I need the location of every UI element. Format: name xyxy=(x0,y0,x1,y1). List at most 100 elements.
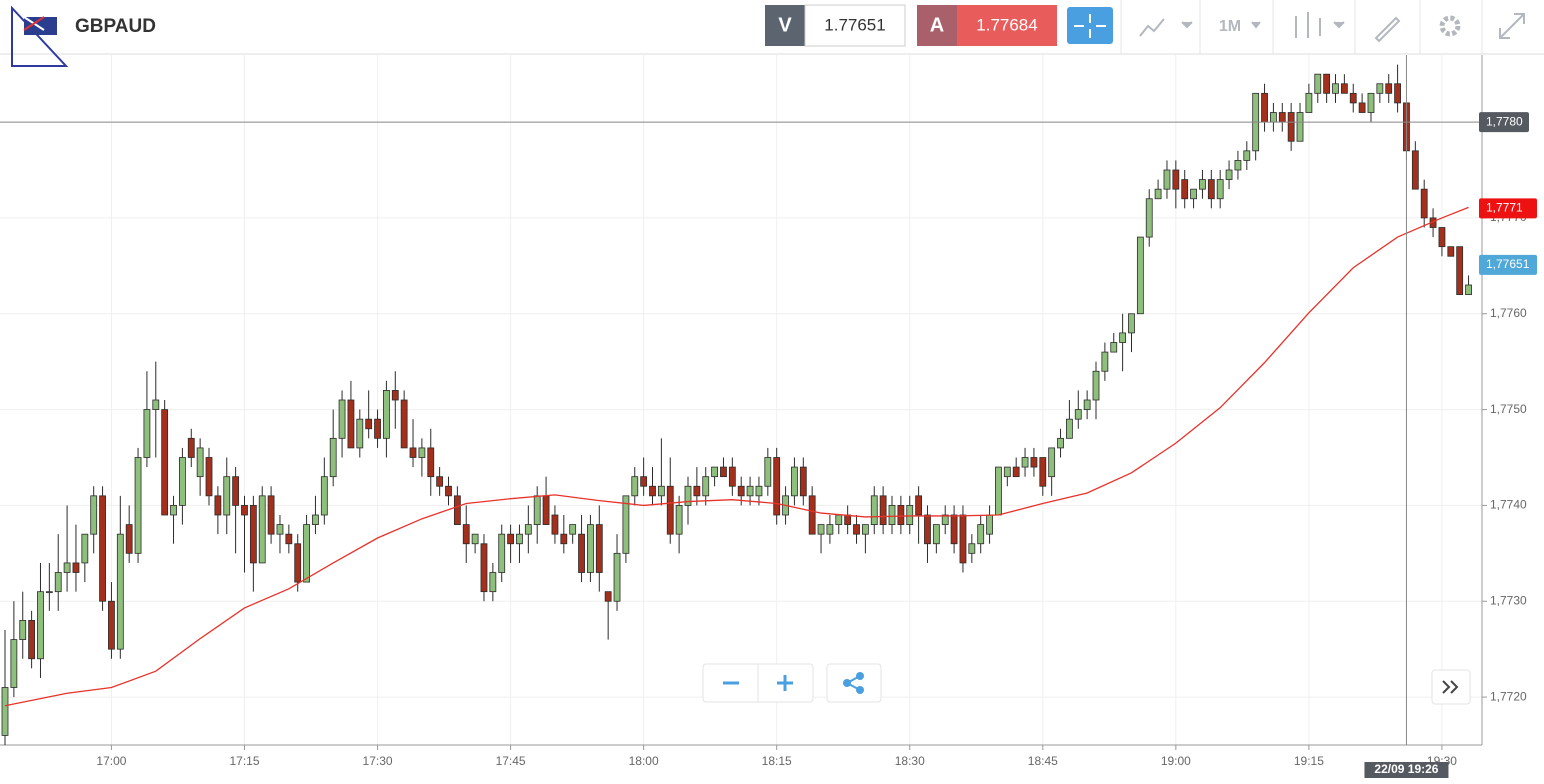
candle-body xyxy=(1,687,9,736)
candle-body xyxy=(728,466,736,487)
settings-icon[interactable] xyxy=(1439,15,1461,37)
x-tick-label: 19:00 xyxy=(1161,754,1191,768)
fullscreen-icon[interactable] xyxy=(1499,13,1525,39)
candle-body xyxy=(143,409,151,458)
candle-body xyxy=(941,514,949,525)
candle-body xyxy=(471,533,479,545)
candle-body xyxy=(258,495,266,564)
candle-body xyxy=(1278,112,1286,123)
candle-body xyxy=(383,390,390,439)
bid-price[interactable]: 1.77651 xyxy=(824,15,885,34)
dropdown-arrow[interactable] xyxy=(1333,21,1345,29)
candle-body xyxy=(1287,112,1295,142)
candle-body xyxy=(560,533,568,545)
zoom-in[interactable] xyxy=(777,675,793,691)
candle-body xyxy=(63,562,71,573)
candle-body xyxy=(870,495,878,525)
plot-area: 1,77201,77301,77401,77501,77601,77701,77… xyxy=(0,55,1537,778)
candle-body xyxy=(764,457,772,487)
candle-body xyxy=(666,485,674,535)
candle-body xyxy=(1394,83,1401,104)
ask-box[interactable] xyxy=(957,5,1057,46)
candle-body xyxy=(569,524,577,535)
candle-body xyxy=(205,457,213,497)
flag-stripe xyxy=(23,16,45,31)
candle-body xyxy=(1323,73,1331,94)
candle-body xyxy=(1447,246,1455,257)
candle-body xyxy=(604,591,612,602)
candle-body xyxy=(542,495,550,525)
candle-body xyxy=(196,447,204,478)
candle-body xyxy=(1270,112,1277,123)
candle-body xyxy=(1039,457,1047,487)
candle-body xyxy=(1128,313,1135,334)
candle-body xyxy=(1411,150,1419,190)
candle-body xyxy=(232,476,240,506)
ask-tag[interactable]: A xyxy=(930,14,944,36)
dropdown-arrow[interactable] xyxy=(1251,21,1261,29)
candle-body xyxy=(329,437,337,478)
x-tick-label: 17:15 xyxy=(229,754,259,768)
candle-body xyxy=(737,485,745,497)
candle-body xyxy=(1420,188,1428,219)
candle-body xyxy=(817,524,825,535)
candle-body xyxy=(1199,179,1206,190)
bid-tag[interactable]: V xyxy=(778,14,792,36)
candle-body xyxy=(622,495,630,554)
candle-body xyxy=(320,476,328,516)
candle-body xyxy=(551,514,559,535)
ask-price[interactable]: 1.77684 xyxy=(976,15,1037,34)
candle-body xyxy=(879,495,887,525)
candle-body xyxy=(72,562,80,573)
dropdown-arrow[interactable] xyxy=(1181,21,1193,29)
crosshair-x-box xyxy=(1364,762,1449,778)
candle-body xyxy=(755,485,763,497)
candle-body xyxy=(1092,370,1100,401)
candle-body xyxy=(223,476,231,516)
candle-body xyxy=(391,390,399,401)
candle-body xyxy=(808,495,816,535)
toolbar-icons xyxy=(1139,12,1525,43)
candle-body xyxy=(1261,92,1268,123)
x-tick-label: 17:45 xyxy=(496,754,526,768)
candle-body xyxy=(1465,284,1472,295)
candle-body xyxy=(950,514,958,545)
symbol[interactable]: GBPAUD xyxy=(75,16,156,37)
candle-body xyxy=(1030,457,1038,468)
y-tick-label: 1,7750 xyxy=(1490,402,1527,416)
candle-body xyxy=(1012,466,1020,478)
timeframe[interactable]: 1M xyxy=(1219,18,1241,35)
candle-body xyxy=(108,600,115,650)
candle-body xyxy=(533,495,541,525)
scroll-end-button[interactable] xyxy=(1431,669,1471,705)
candle-body xyxy=(28,620,36,660)
y-tick-label: 1,7720 xyxy=(1490,689,1527,703)
candle-body xyxy=(374,418,381,439)
draw-icon[interactable] xyxy=(1374,16,1401,43)
candle-body xyxy=(125,524,133,554)
price-tag-label: 1,77651 xyxy=(1486,257,1530,271)
candle-body xyxy=(285,533,293,545)
candle-body xyxy=(932,524,940,545)
candle-body xyxy=(152,399,160,410)
candle-body xyxy=(1074,409,1082,420)
candle-body xyxy=(1456,246,1464,295)
x-tick-label: 18:00 xyxy=(629,754,659,768)
candles-icon[interactable] xyxy=(1295,12,1321,38)
chart-type-icon[interactable] xyxy=(1139,18,1165,37)
candle-body xyxy=(613,552,621,602)
ask-tag-box[interactable] xyxy=(917,5,957,46)
crosshair-button[interactable] xyxy=(1067,7,1113,44)
bid-box[interactable] xyxy=(804,4,906,47)
candle-body xyxy=(649,485,656,497)
price-tag xyxy=(1479,198,1537,219)
crosshair-icon xyxy=(1074,14,1106,38)
crosshair-y-label: 1,7780 xyxy=(1486,114,1523,128)
share-button[interactable] xyxy=(826,663,882,703)
bid-tag-box[interactable] xyxy=(765,5,805,46)
x-tick-label: 18:15 xyxy=(762,754,792,768)
candle-body xyxy=(1057,437,1064,449)
candle-body xyxy=(134,457,142,554)
candle-body xyxy=(897,505,905,525)
